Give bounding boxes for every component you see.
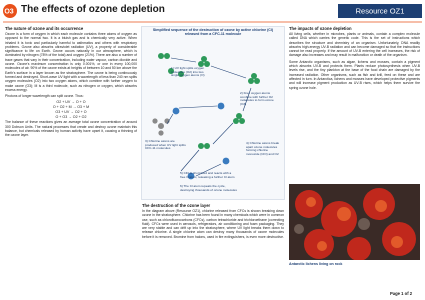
equation: O + O2 + M → O3 + M <box>52 105 90 110</box>
diagram-step: 4) Chlorine atoms break apart ozone mole… <box>246 141 280 157</box>
left-column: The nature of ozone and its occurrence O… <box>5 26 137 140</box>
equation: O + O3 → O2 + O2 <box>55 115 87 120</box>
section-heading: The nature of ozone and its occurrence <box>5 26 84 31</box>
diagram-step: 6) The Cl atom repeats the cycle, destro… <box>180 184 237 192</box>
diagram-title: Simplified sequence of the destruction o… <box>152 28 274 36</box>
section-heading: The destruction of the ozone layer <box>142 203 211 208</box>
middle-column: The destruction of the ozone layer In th… <box>142 203 284 241</box>
diagram <box>141 26 285 200</box>
ozone-icon <box>3 4 17 18</box>
equation: O2 + UV → O + O <box>56 100 86 105</box>
section-heading: The impacts of ozone depletion <box>289 26 352 31</box>
oxygen-atoms <box>158 53 260 149</box>
right-column: The impacts of ozone depletion All livin… <box>289 26 420 92</box>
resource-label: Resource OZ1 <box>356 7 405 16</box>
header-graphics: O3 Resource OZ1 <box>3 4 422 23</box>
paragraph: The balance of these reactions gives an … <box>5 120 137 138</box>
equation: O3 + UV → O2 + O <box>55 110 87 115</box>
page-number: Page 1 of 2 <box>390 291 413 296</box>
photo-caption: Antarctic lichens living on rock <box>289 262 343 266</box>
arrows <box>166 57 252 177</box>
paragraph: Ozone is a form of oxygen in which each … <box>5 32 137 92</box>
resource-banner <box>338 4 422 18</box>
paragraph: In the diagram above (Resource OZ1), chl… <box>142 209 284 239</box>
chlorine-atoms <box>172 102 230 180</box>
diagram-step: 3) Chlorine atoms are produced when UV l… <box>145 139 186 151</box>
diagram-step: 2) Free oxygen atoms combine with furthe… <box>240 91 274 107</box>
diagram-step: 5) ClO is short lived and reacts with a … <box>180 171 235 179</box>
cfc-molecule <box>152 118 170 136</box>
diagram-step: 1) UV light splits oxygen molecules (O2)… <box>171 66 205 78</box>
paragraph: All living cells, whether in microbes, p… <box>289 32 420 58</box>
paragraph: Photons of longer wavelength can split o… <box>5 94 84 99</box>
ozone-icon-label: O3 <box>4 9 13 16</box>
page-title: The effects of ozone depletion <box>21 4 165 15</box>
lichen-photo <box>289 184 420 260</box>
paragraph: Some Antarctic organisms, such as algae,… <box>289 59 420 90</box>
